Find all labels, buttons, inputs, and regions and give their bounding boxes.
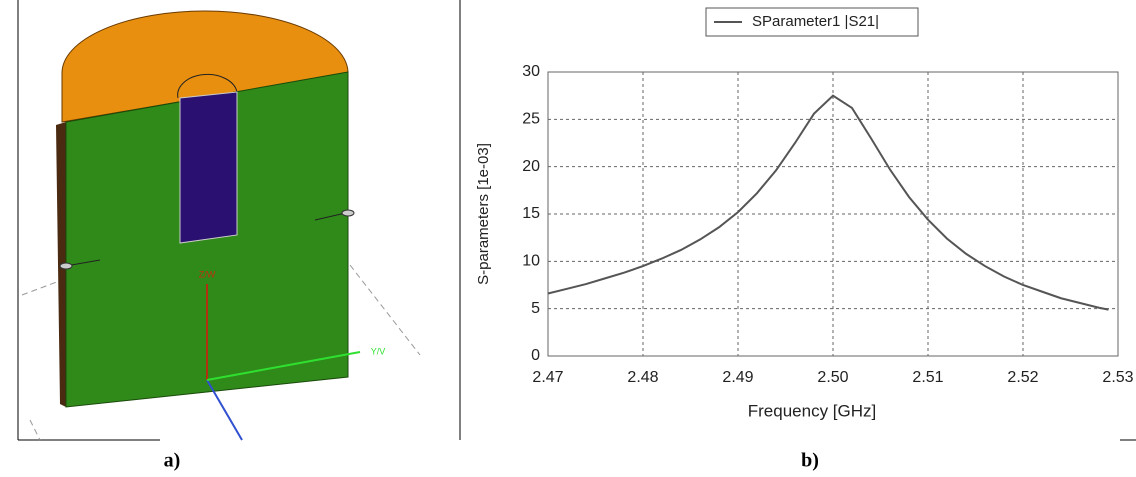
x-tick-label: 2.49 [722, 369, 753, 386]
axis-label: Y/V [371, 346, 386, 356]
guide-line [30, 420, 40, 440]
x-axis-title: Frequency [GHz] [748, 401, 877, 420]
y-tick-label: 20 [522, 158, 540, 175]
y-axis-title: S-parameters [1e-03] [475, 143, 492, 285]
x-tick-label: 2.50 [817, 369, 848, 386]
x-tick-label: 2.48 [627, 369, 658, 386]
legend-label: SParameter1 |S21| [752, 13, 879, 30]
x-tick-label: 2.47 [532, 369, 563, 386]
data-line [548, 96, 1109, 310]
y-tick-label: 10 [522, 253, 540, 270]
axis-label: Z/W [199, 269, 216, 279]
panel-label: a) [164, 450, 181, 472]
guide-line [22, 280, 62, 295]
y-tick-label: 30 [522, 63, 540, 80]
page: Z/W Y/V Frequency [GHz] S-parameters [1e… [0, 0, 1136, 477]
guide-line [350, 265, 420, 355]
figure: Z/W Y/V Frequency [GHz] S-parameters [1e… [0, 0, 1136, 477]
port [342, 210, 354, 216]
port [60, 263, 72, 269]
cavity [180, 92, 237, 243]
x-tick-label: 2.51 [912, 369, 943, 386]
y-tick-label: 5 [531, 300, 540, 317]
model-3d: Z/W Y/V [22, 11, 420, 440]
y-tick-label: 0 [531, 347, 540, 364]
panel-label: b) [801, 450, 819, 472]
y-tick-label: 25 [522, 111, 540, 128]
x-tick-label: 2.53 [1102, 369, 1133, 386]
x-tick-label: 2.52 [1007, 369, 1038, 386]
y-tick-label: 15 [522, 205, 540, 222]
